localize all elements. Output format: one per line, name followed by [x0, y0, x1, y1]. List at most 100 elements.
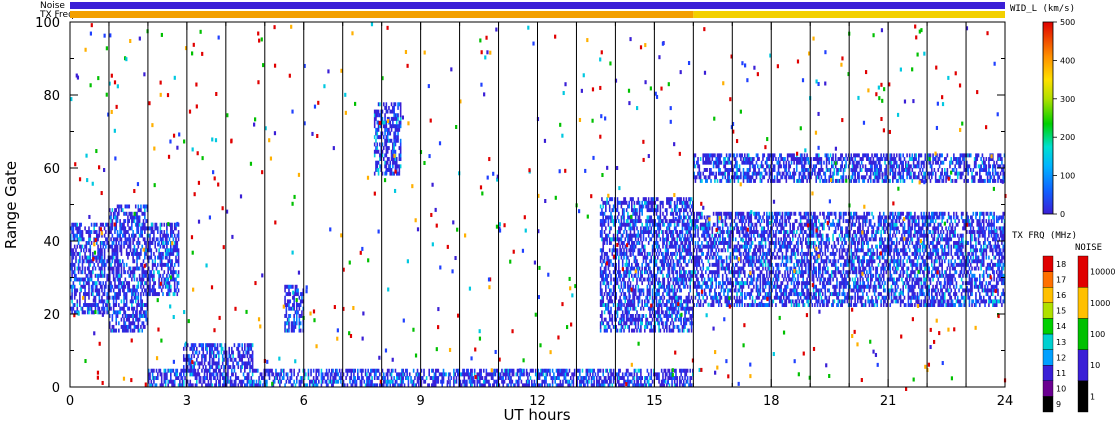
- echo-cell: [601, 219, 603, 224]
- echo-cell: [733, 266, 736, 271]
- echo-cell: [828, 226, 830, 231]
- echo-cell: [388, 105, 390, 110]
- echo-cell: [79, 281, 81, 286]
- echo-cell: [718, 259, 720, 264]
- echo-cell: [112, 215, 115, 220]
- echo-cell: [160, 230, 163, 234]
- echo-cell: [84, 292, 86, 297]
- echo-cell: [645, 219, 647, 224]
- echo-cell: [727, 266, 729, 271]
- echo-cell: [789, 292, 792, 297]
- echo-cell: [662, 222, 664, 227]
- echo-cell: [637, 233, 640, 238]
- echo-cell: [619, 317, 621, 322]
- echo-cell: [606, 292, 608, 297]
- echo-cell: [94, 303, 97, 307]
- echo-cell: [758, 259, 760, 264]
- echo-cell: [290, 324, 293, 329]
- echo-cell: [627, 281, 629, 286]
- echo-cell: [186, 357, 189, 362]
- echo-cell: [173, 226, 176, 231]
- echo-cell: [392, 116, 394, 121]
- echo-cell: [688, 244, 690, 249]
- echo-cell: [637, 317, 640, 322]
- echo-cell: [123, 241, 125, 245]
- echo-cell: [301, 299, 303, 304]
- echo-cell: [771, 299, 773, 304]
- echo-cell: [842, 288, 845, 293]
- echo-cell: [641, 314, 643, 318]
- echo-cell: [706, 244, 708, 249]
- echo-cell: [651, 306, 654, 311]
- echo-cell: [647, 208, 650, 213]
- echo-cell: [658, 219, 660, 224]
- echo-cell: [781, 281, 784, 286]
- echo-cell: [660, 219, 663, 224]
- echo-cell: [672, 310, 675, 315]
- echo-cell: [777, 255, 780, 260]
- echo-cell: [707, 244, 710, 249]
- echo-cell: [829, 292, 832, 297]
- echo-cell: [725, 230, 728, 234]
- echo-cell: [669, 321, 672, 326]
- echo-cell: [684, 324, 686, 329]
- echo-cell: [101, 241, 103, 245]
- echo-cell: [788, 292, 790, 297]
- echo-cell: [782, 295, 785, 300]
- echo-cell: [799, 219, 802, 224]
- echo-cell: [125, 248, 128, 253]
- echo-cell: [634, 215, 637, 220]
- echo-cell: [385, 120, 388, 125]
- echo-cell: [167, 266, 169, 271]
- echo-cell: [747, 292, 750, 297]
- echo-cell: [612, 324, 615, 329]
- echo-cell: [695, 262, 698, 267]
- echo-cell: [129, 314, 132, 318]
- echo-cell: [758, 215, 760, 220]
- echo-cell: [785, 251, 788, 256]
- echo-cell: [701, 259, 703, 264]
- echo-cell: [132, 270, 134, 275]
- echo-cell: [167, 251, 169, 256]
- echo-cell: [388, 138, 390, 143]
- echo-cell: [724, 266, 727, 271]
- echo-cell: [833, 259, 836, 264]
- echo-cell: [784, 288, 786, 293]
- echo-cell: [289, 292, 292, 297]
- echo-cell: [177, 230, 180, 234]
- echo-cell: [627, 215, 629, 220]
- echo-cell: [718, 292, 720, 297]
- echo-cell: [767, 215, 769, 220]
- echo-cell: [241, 343, 244, 348]
- echo-cell: [679, 288, 681, 293]
- echo-cell: [663, 314, 666, 318]
- echo-cell: [842, 215, 845, 220]
- echo-cell: [658, 233, 660, 238]
- echo-cell: [131, 215, 133, 220]
- echo-cell: [689, 208, 692, 213]
- echo-cell: [123, 226, 125, 231]
- echo-cell: [147, 259, 150, 264]
- echo-cell: [620, 321, 623, 326]
- echo-cell: [699, 299, 702, 304]
- echo-cell: [102, 273, 105, 278]
- echo-cell: [162, 292, 164, 297]
- echo-cell: [71, 295, 73, 300]
- echo-cell: [136, 314, 138, 318]
- echo-cell: [764, 230, 767, 234]
- echo-cell: [660, 317, 663, 322]
- echo-cell: [602, 222, 605, 227]
- echo-cell: [802, 303, 805, 307]
- echo-cell: [733, 288, 736, 293]
- echo-cell: [289, 299, 292, 304]
- echo-cell: [164, 248, 167, 253]
- echo-cell: [223, 365, 225, 370]
- echo-cell: [145, 251, 147, 256]
- echo-cell: [627, 211, 629, 216]
- echo-cell: [741, 226, 743, 231]
- echo-cell: [90, 273, 93, 278]
- echo-cell: [111, 317, 114, 322]
- echo-cell: [668, 266, 671, 271]
- echo-cell: [710, 284, 712, 289]
- echo-cell: [636, 295, 638, 300]
